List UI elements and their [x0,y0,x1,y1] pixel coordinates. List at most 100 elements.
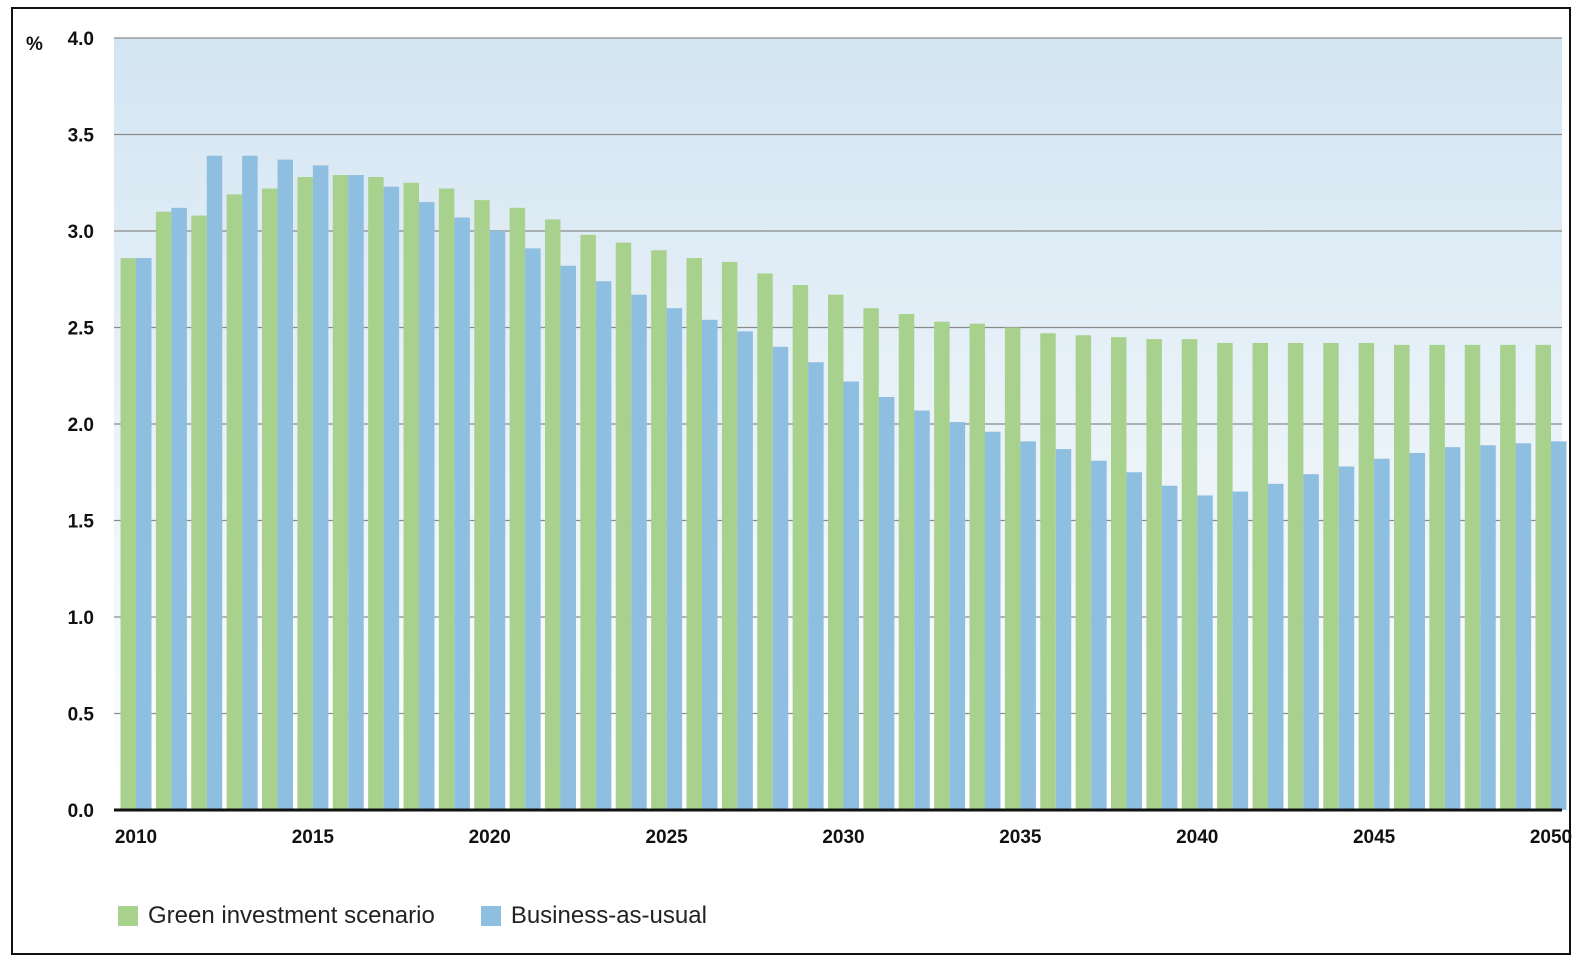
x-tick-label: 2045 [1353,827,1396,848]
bar-bau-2025 [666,308,683,810]
bar-bau-2040 [1197,495,1213,810]
y-tick-label: 0.5 [68,705,95,726]
bar-green-2039 [1146,339,1162,810]
bar-bau-2022 [560,265,576,810]
legend: Green investment scenario Business-as-us… [118,902,753,930]
bar-green-2027 [721,261,738,810]
y-tick-label: 2.0 [68,415,94,436]
bar-green-2016 [332,175,349,810]
bar-green-2049 [1500,344,1516,810]
y-tick-label: 1.0 [68,608,94,629]
bar-bau-2014 [277,159,293,811]
bar-bau-2049 [1515,443,1532,810]
bar-bau-2044 [1338,466,1355,810]
y-tick-label: 2.5 [68,319,95,340]
bar-green-2040 [1181,339,1198,810]
bar-green-2045 [1358,342,1375,810]
bar-green-2015 [297,176,313,810]
bar-green-2020 [474,200,490,810]
bar-green-2010 [120,258,136,810]
x-tick-label: 2025 [645,827,688,848]
bar-bau-2017 [383,186,400,811]
legend-item-green: Green investment scenario [118,902,435,930]
bar-bau-2028 [772,346,789,810]
bar-green-2046 [1394,344,1410,810]
bar-bau-2046 [1409,452,1425,810]
bar-green-2034 [969,323,985,810]
x-tick-label: 2020 [469,827,511,848]
bar-green-2036 [1040,333,1056,810]
legend-swatch-green [118,906,138,926]
bar-bau-2013 [242,155,258,811]
x-tick-labels: 2010 2015 2020 2025 2030 2035 2040 2045 2050 [115,827,1572,848]
bar-green-2030 [828,294,844,810]
bar-bau-2031 [878,396,895,810]
bar-bau-2019 [454,217,470,811]
bar-bau-2037 [1091,460,1107,810]
bar-bau-2038 [1126,472,1142,810]
bar-green-2031 [863,308,879,810]
x-tick-label: 2040 [1176,827,1218,848]
bar-bau-2023 [595,281,612,810]
bar-bau-2048 [1480,445,1496,810]
bar-green-2050 [1535,344,1551,810]
bar-bau-2011 [171,207,187,811]
bar-bau-2032 [914,410,930,810]
bar-bau-2027 [737,331,753,810]
bar-bau-2018 [419,202,435,811]
bar-bau-2045 [1374,458,1390,810]
bar-bau-2024 [631,294,647,810]
bar-bau-2050 [1551,441,1567,810]
bar-bau-2016 [348,175,364,810]
x-tick-label: 2030 [822,827,864,848]
bar-green-2021 [509,207,526,811]
bar-bau-2030 [843,381,859,810]
bar-green-2035 [1004,327,1021,810]
bar-green-2038 [1111,337,1127,810]
bar-green-2017 [368,176,384,810]
bar-green-2042 [1252,342,1268,810]
bar-bau-2035 [1020,441,1036,810]
bar-green-2029 [792,285,809,810]
bar-green-2048 [1464,344,1481,810]
x-tick-label: 2050 [1530,827,1572,848]
bar-bau-2029 [808,362,824,810]
bar-green-2041 [1217,342,1233,810]
y-tick-labels: 0.0 0.5 1.0 1.5 2.0 2.5 3.0 3.5 4.0 [68,29,95,822]
bar-green-2043 [1287,342,1304,810]
bar-bau-2042 [1268,483,1284,810]
legend-label-bau: Business-as-usual [510,902,707,929]
bar-green-2024 [615,242,632,810]
y-axis-label: % [26,34,43,55]
bar-bau-2043 [1303,474,1319,810]
bars [120,155,1567,811]
bar-bau-2010 [136,258,152,810]
bar-bau-2034 [985,431,1001,810]
legend-label-green: Green investment scenario [148,902,435,929]
legend-item-bau: Business-as-usual [480,902,707,930]
bar-bau-2012 [206,155,223,811]
y-tick-label: 3.5 [68,126,95,147]
bar-green-2011 [155,211,172,810]
x-tick-label: 2035 [999,827,1042,848]
y-tick-label: 1.5 [68,512,95,533]
bar-green-2014 [262,188,278,811]
bar-green-2037 [1075,335,1092,810]
bar-bau-2036 [1055,449,1072,810]
bar-green-2044 [1323,342,1339,810]
bar-bau-2033 [949,422,966,810]
bar-green-2028 [757,273,773,811]
x-tick-label: 2010 [115,827,157,848]
bar-bau-2021 [525,248,541,810]
bar-bau-2047 [1444,447,1461,810]
bar-green-2022 [545,219,561,811]
bar-bau-2041 [1232,491,1249,810]
bar-green-2025 [651,250,667,811]
bar-green-2018 [403,182,419,810]
bar-green-2047 [1429,344,1445,810]
legend-swatch-bau [480,906,501,926]
bar-bau-2020 [489,231,506,810]
y-tick-label: 0.0 [68,801,94,822]
bar-green-2023 [580,234,596,811]
